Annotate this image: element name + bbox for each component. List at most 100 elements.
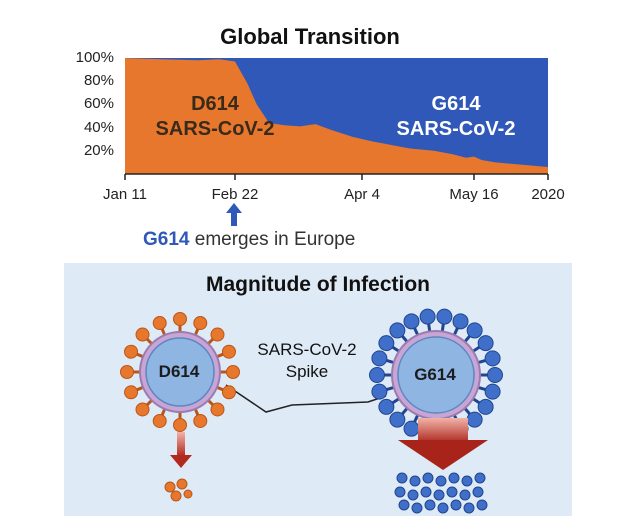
progeny-particle bbox=[476, 499, 488, 511]
spike-head bbox=[484, 350, 501, 367]
progeny-particle bbox=[448, 472, 460, 484]
spike-head bbox=[389, 322, 406, 339]
spike-head bbox=[403, 420, 420, 437]
x-tick-label: Apr 4 bbox=[344, 186, 380, 203]
progeny-particle bbox=[409, 475, 421, 487]
spike-head bbox=[124, 385, 139, 400]
progeny-particle bbox=[407, 489, 419, 501]
spike-head bbox=[452, 313, 469, 330]
small-infection-arrow-icon bbox=[170, 432, 192, 468]
progeny-particle bbox=[394, 486, 406, 498]
d614-area bbox=[125, 58, 548, 174]
spike-head bbox=[124, 344, 139, 359]
chart-area-layer bbox=[125, 58, 548, 174]
capsid bbox=[397, 336, 475, 414]
progeny-particle bbox=[433, 489, 445, 501]
y-tick-label: 20% bbox=[83, 141, 114, 159]
x-tick-marks bbox=[124, 174, 549, 180]
x-tick-label: Jan 11 bbox=[103, 186, 147, 203]
spike-head bbox=[210, 327, 225, 342]
spike-head bbox=[135, 327, 150, 342]
progeny-particle bbox=[463, 502, 475, 514]
spike-head bbox=[221, 385, 236, 400]
spike-head bbox=[152, 413, 167, 428]
emergence-text: emerges in Europe bbox=[189, 229, 356, 250]
progeny-particle bbox=[461, 475, 473, 487]
spike-pointer-line bbox=[225, 384, 387, 413]
g614-area-label: G614 SARS-CoV-2 bbox=[376, 92, 536, 142]
y-tick-label: 60% bbox=[83, 95, 114, 113]
infection-title: Magnitude of Infection bbox=[206, 273, 430, 296]
capsid bbox=[145, 337, 215, 407]
progeny-particle bbox=[474, 472, 486, 484]
progeny-particle bbox=[164, 481, 176, 493]
spike-head bbox=[226, 365, 240, 379]
progeny-particle bbox=[398, 499, 410, 511]
progeny-particle bbox=[183, 489, 193, 499]
spike-head bbox=[221, 344, 236, 359]
spike-head bbox=[210, 402, 225, 417]
large-infection-arrow-icon bbox=[398, 418, 488, 470]
spike-head bbox=[466, 411, 483, 428]
spike-label-line2: Spike bbox=[285, 362, 329, 382]
spike-head bbox=[193, 413, 208, 428]
spike-head bbox=[371, 350, 388, 367]
spike-head bbox=[193, 316, 208, 331]
spike-head bbox=[484, 383, 501, 400]
y-tick-label: 100% bbox=[75, 49, 114, 66]
progeny-particle bbox=[176, 478, 188, 490]
progeny-particle bbox=[420, 486, 432, 498]
progeny-particle bbox=[396, 472, 408, 484]
progeny-particle bbox=[446, 486, 458, 498]
spike-head bbox=[135, 402, 150, 417]
spike-head bbox=[436, 308, 453, 325]
progeny-particle bbox=[459, 489, 471, 501]
progeny-particle bbox=[422, 472, 434, 484]
progeny-particle bbox=[170, 490, 182, 502]
spike-label-line1: SARS-CoV-2 bbox=[257, 340, 357, 359]
g614-virion-label: G614 bbox=[414, 365, 456, 384]
spike-head bbox=[389, 411, 406, 428]
up-arrow-icon bbox=[226, 203, 242, 226]
emergence-variant: G614 bbox=[143, 229, 190, 250]
spike-head bbox=[371, 383, 388, 400]
spike-head bbox=[173, 312, 187, 326]
d614-area-label: D614 SARS-CoV-2 bbox=[140, 92, 290, 142]
spike-head bbox=[173, 418, 187, 432]
d614-virion-label: D614 bbox=[158, 362, 200, 381]
progeny-particle bbox=[411, 502, 423, 514]
spike-label: SARS-CoV-2 Spike bbox=[232, 339, 382, 383]
x-tick-label: 2020 bbox=[531, 186, 565, 203]
progeny-particle bbox=[424, 499, 436, 511]
d614-progeny-particles bbox=[164, 478, 193, 502]
spike-head bbox=[152, 316, 167, 331]
x-tick-label: May 16 bbox=[449, 186, 499, 203]
y-tick-label: 40% bbox=[83, 118, 114, 136]
spike-head bbox=[120, 365, 134, 379]
g614-name: G614 bbox=[431, 93, 481, 115]
spike-head bbox=[477, 398, 494, 415]
spike-head bbox=[403, 313, 420, 330]
spike-head bbox=[477, 335, 494, 352]
spike-head bbox=[466, 322, 483, 339]
progeny-particle bbox=[437, 502, 449, 514]
progeny-particle bbox=[435, 475, 447, 487]
d614-subtitle: SARS-CoV-2 bbox=[155, 118, 275, 140]
d614-name: D614 bbox=[191, 93, 239, 115]
g614-subtitle: SARS-CoV-2 bbox=[396, 118, 516, 140]
y-tick-label: 80% bbox=[83, 72, 114, 90]
spike-head bbox=[487, 367, 503, 383]
spike-head bbox=[378, 398, 395, 415]
spike-head bbox=[369, 367, 385, 383]
spike-head bbox=[378, 335, 395, 352]
progeny-particle bbox=[472, 486, 484, 498]
emergence-caption: G614 emerges in Europe bbox=[143, 229, 355, 251]
d614-virion-icon bbox=[120, 312, 240, 432]
g614-progeny-particles bbox=[394, 472, 488, 514]
chart-title: Global Transition bbox=[220, 24, 400, 49]
x-tick-label: Feb 22 bbox=[211, 186, 259, 203]
spike-head bbox=[419, 308, 436, 325]
progeny-particle bbox=[450, 499, 462, 511]
